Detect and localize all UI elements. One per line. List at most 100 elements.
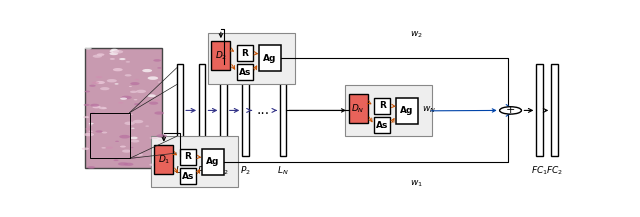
Text: R: R xyxy=(379,101,386,110)
Text: $D_N$: $D_N$ xyxy=(351,102,365,115)
FancyBboxPatch shape xyxy=(180,149,196,165)
Circle shape xyxy=(89,124,93,126)
Circle shape xyxy=(154,111,164,115)
FancyBboxPatch shape xyxy=(536,64,543,156)
FancyBboxPatch shape xyxy=(180,168,196,184)
Text: $w_N$: $w_N$ xyxy=(422,104,436,115)
Circle shape xyxy=(113,50,123,54)
Text: +: + xyxy=(506,105,515,115)
Circle shape xyxy=(136,154,143,156)
Circle shape xyxy=(125,61,130,63)
Circle shape xyxy=(84,133,94,136)
Circle shape xyxy=(90,104,99,107)
Circle shape xyxy=(106,146,113,149)
Circle shape xyxy=(136,90,146,93)
Circle shape xyxy=(149,102,158,105)
Circle shape xyxy=(113,68,123,71)
Circle shape xyxy=(84,90,90,92)
Circle shape xyxy=(120,146,126,148)
Circle shape xyxy=(100,87,109,90)
FancyBboxPatch shape xyxy=(346,85,432,136)
Text: $D_2$: $D_2$ xyxy=(214,49,227,62)
Text: R: R xyxy=(184,152,191,161)
FancyBboxPatch shape xyxy=(396,98,419,124)
Circle shape xyxy=(95,130,102,133)
Circle shape xyxy=(157,67,162,69)
Text: $w_1$: $w_1$ xyxy=(410,179,422,189)
Circle shape xyxy=(119,58,125,60)
FancyBboxPatch shape xyxy=(220,64,227,156)
Circle shape xyxy=(89,85,96,87)
FancyBboxPatch shape xyxy=(208,33,295,84)
Circle shape xyxy=(93,55,102,58)
Text: ...: ... xyxy=(257,104,270,117)
Circle shape xyxy=(134,79,140,80)
Circle shape xyxy=(97,53,104,56)
Text: Ag: Ag xyxy=(263,54,276,63)
Circle shape xyxy=(89,123,93,124)
Circle shape xyxy=(147,94,156,97)
Circle shape xyxy=(92,82,99,84)
Circle shape xyxy=(109,52,118,55)
Text: As: As xyxy=(182,171,194,181)
FancyBboxPatch shape xyxy=(374,98,390,114)
Text: $P_1$: $P_1$ xyxy=(197,165,208,177)
Circle shape xyxy=(134,99,138,100)
Text: As: As xyxy=(239,68,251,77)
FancyBboxPatch shape xyxy=(154,145,173,174)
Circle shape xyxy=(118,102,124,104)
Circle shape xyxy=(158,82,161,83)
Circle shape xyxy=(154,159,159,160)
Circle shape xyxy=(148,76,158,80)
Text: R: R xyxy=(241,49,248,58)
FancyBboxPatch shape xyxy=(177,64,183,156)
Circle shape xyxy=(113,159,118,161)
Circle shape xyxy=(125,74,132,76)
FancyBboxPatch shape xyxy=(237,64,253,80)
Circle shape xyxy=(92,105,100,108)
Text: $D_1$: $D_1$ xyxy=(157,153,170,166)
Circle shape xyxy=(118,162,128,166)
Circle shape xyxy=(82,148,89,150)
Circle shape xyxy=(84,104,90,106)
Circle shape xyxy=(500,107,522,114)
Circle shape xyxy=(91,112,95,114)
FancyBboxPatch shape xyxy=(280,64,286,156)
Text: $FC_1$: $FC_1$ xyxy=(531,165,548,177)
FancyBboxPatch shape xyxy=(199,64,205,156)
Circle shape xyxy=(131,128,134,129)
Circle shape xyxy=(154,59,161,62)
Circle shape xyxy=(111,49,118,51)
Circle shape xyxy=(120,97,127,100)
FancyBboxPatch shape xyxy=(85,48,162,168)
FancyBboxPatch shape xyxy=(237,45,253,61)
Circle shape xyxy=(115,141,119,142)
Circle shape xyxy=(134,103,141,105)
Circle shape xyxy=(133,120,143,123)
Circle shape xyxy=(102,132,108,133)
Circle shape xyxy=(102,107,107,109)
Circle shape xyxy=(130,91,137,93)
Circle shape xyxy=(122,150,131,153)
Circle shape xyxy=(85,128,92,130)
Circle shape xyxy=(150,137,153,138)
Circle shape xyxy=(121,96,132,99)
Circle shape xyxy=(149,163,157,166)
Text: $L_1$: $L_1$ xyxy=(175,165,185,177)
Circle shape xyxy=(110,58,115,60)
Text: Ag: Ag xyxy=(206,157,220,166)
Circle shape xyxy=(83,116,89,118)
Circle shape xyxy=(96,76,102,78)
Circle shape xyxy=(85,47,92,49)
FancyBboxPatch shape xyxy=(211,41,230,70)
Circle shape xyxy=(156,134,167,138)
Text: As: As xyxy=(376,120,388,130)
Circle shape xyxy=(109,49,119,53)
Circle shape xyxy=(119,135,130,138)
Circle shape xyxy=(124,122,135,125)
Circle shape xyxy=(142,69,152,72)
FancyBboxPatch shape xyxy=(374,117,390,133)
Circle shape xyxy=(130,137,138,139)
Text: $P_2$: $P_2$ xyxy=(240,165,251,177)
Circle shape xyxy=(131,82,140,85)
